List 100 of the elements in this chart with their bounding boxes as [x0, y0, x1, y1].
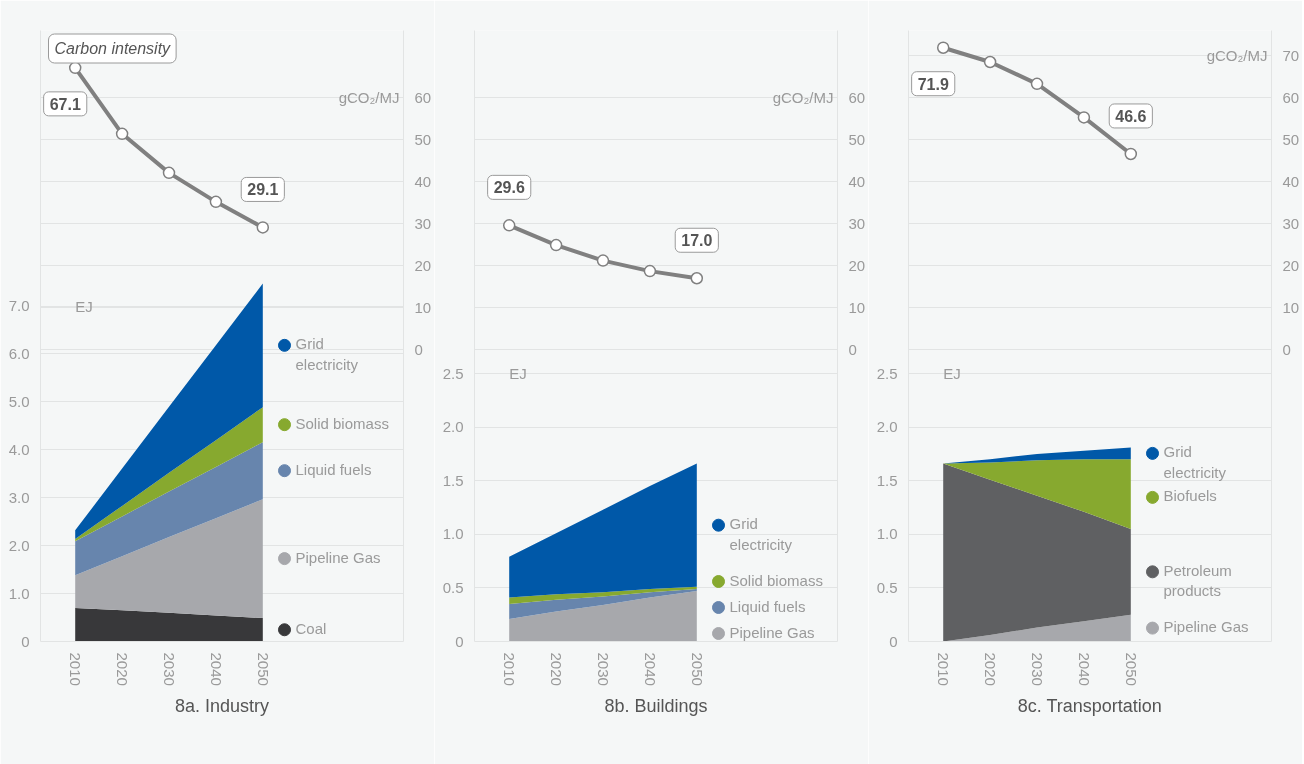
y2-tick-label: 10 — [414, 298, 432, 316]
y2-tick-label: 0 — [848, 340, 857, 358]
y-tick-label: 0.5 — [442, 578, 464, 596]
legend-label: Grid electricity — [295, 335, 359, 373]
legend-label: Solid biomass — [729, 571, 823, 589]
y-tick-label: 1.0 — [442, 525, 464, 543]
y-tick-label: 1.0 — [876, 525, 898, 543]
y-tick-label: 2.5 — [442, 364, 464, 382]
point — [643, 264, 657, 278]
y-tick-label: 3.0 — [8, 488, 30, 506]
x-tick-label: 2030 — [161, 652, 178, 686]
x-tick-label: 2010 — [935, 652, 953, 686]
y2-tick-label: 50 — [414, 130, 432, 148]
legend-label: Pipeline Gas — [295, 548, 381, 566]
legend-label: Biofuels — [1163, 487, 1217, 505]
y-tick-label: 0 — [21, 632, 30, 650]
legend-label: Grid electricity — [729, 515, 793, 553]
y2-tick-label: 30 — [1282, 214, 1300, 232]
legend-label: Pipeline Gas — [1163, 618, 1249, 636]
y2-tick-label: 20 — [414, 256, 432, 274]
point — [549, 238, 563, 252]
x-tick-label: 2040 — [1075, 652, 1093, 686]
text: 8c. Transportation — [1017, 695, 1162, 716]
point — [1077, 111, 1091, 124]
point — [936, 41, 950, 54]
x-tick-label: 2050 — [254, 652, 272, 686]
legend-label: Pipeline Gas — [729, 623, 815, 641]
y-tick-label: 5.0 — [8, 392, 30, 410]
legend-label: Solid biomass — [295, 414, 389, 432]
y2-axis-title: gCO₂/MJ — [772, 89, 834, 107]
y2-axis-title: gCO₂/MJ — [338, 89, 400, 107]
y-tick-label: 0.5 — [876, 578, 898, 596]
y-axis-title: EJ — [509, 365, 527, 383]
x-tick-label: 2010 — [501, 652, 519, 686]
y2-tick-label: 20 — [1282, 256, 1300, 274]
y2-tick-label: 30 — [414, 214, 432, 232]
x-tick-label: 2030 — [595, 652, 612, 686]
y2-tick-label: 50 — [1282, 130, 1300, 148]
y2-tick-label: 20 — [848, 256, 866, 274]
data-label: 71.9 — [917, 75, 949, 93]
legend-label: Coal — [295, 619, 327, 637]
x-tick-label: 2010 — [67, 652, 85, 686]
point — [256, 221, 270, 234]
y2-tick-label: 40 — [848, 172, 866, 190]
y2-tick-label: 40 — [414, 172, 432, 190]
point — [596, 254, 610, 267]
annotation: Carbon intensity — [54, 40, 172, 57]
text: 8b. Buildings — [604, 695, 708, 716]
y-tick-label: 1.0 — [8, 584, 30, 602]
legend-label: Liquid fuels — [729, 597, 806, 615]
point — [115, 127, 129, 141]
point — [1124, 147, 1138, 161]
y2-tick-label: 60 — [848, 88, 866, 106]
y2-tick-label: 0 — [414, 340, 423, 358]
y-tick-label: 2.0 — [442, 418, 464, 436]
point — [690, 272, 704, 285]
y2-tick-label: 10 — [1282, 298, 1300, 316]
y2-tick-label: 10 — [848, 298, 866, 316]
x-tick-label: 2050 — [688, 652, 706, 686]
y2-tick-label: 40 — [1282, 172, 1300, 190]
y2-tick-label: 0 — [1282, 340, 1291, 358]
y-tick-label: 0 — [455, 632, 464, 650]
y2-tick-label: 50 — [848, 130, 866, 148]
y-tick-label: 6.0 — [8, 344, 30, 362]
y-tick-label: 0 — [889, 632, 898, 650]
y2-tick-label: 60 — [414, 88, 432, 106]
y-axis-title: EJ — [943, 365, 961, 383]
y2-tick-label: 60 — [1282, 88, 1300, 106]
data-label: 29.6 — [493, 179, 525, 197]
text: 8a. Industry — [174, 695, 270, 716]
point — [1030, 77, 1044, 91]
data-label: 17.0 — [681, 232, 713, 250]
x-tick-label: 2030 — [1029, 652, 1046, 686]
y-tick-label: 4.0 — [8, 440, 30, 458]
y-tick-label: 7.0 — [8, 297, 30, 315]
legend-label: Grid electricity — [1163, 443, 1227, 481]
y-axis-title: EJ — [75, 297, 93, 315]
y-tick-label: 2.0 — [876, 418, 898, 436]
y-tick-label: 1.5 — [442, 471, 464, 489]
x-tick-label: 2040 — [207, 652, 225, 686]
point — [983, 55, 997, 69]
data-label: 67.1 — [49, 95, 81, 113]
data-label: 29.1 — [247, 181, 279, 199]
x-tick-label: 2050 — [1122, 652, 1140, 686]
x-tick-label: 2020 — [548, 652, 566, 686]
x-tick-label: 2020 — [982, 652, 1000, 686]
y-tick-label: 2.0 — [8, 536, 30, 554]
legend-label: Petroleum products — [1163, 561, 1232, 600]
point — [502, 219, 516, 232]
point — [162, 166, 176, 180]
y-tick-label: 2.5 — [876, 364, 898, 382]
y2-tick-label: 30 — [848, 214, 866, 232]
data-label: 46.6 — [1115, 107, 1147, 125]
legend-label: Liquid fuels — [295, 460, 372, 478]
y2-axis-title: gCO₂/MJ — [1206, 47, 1268, 65]
x-tick-label: 2040 — [641, 652, 659, 686]
y2-tick-label: 70 — [1282, 46, 1300, 64]
y-tick-label: 1.5 — [876, 471, 898, 489]
point — [209, 195, 223, 209]
x-tick-label: 2020 — [114, 652, 132, 686]
